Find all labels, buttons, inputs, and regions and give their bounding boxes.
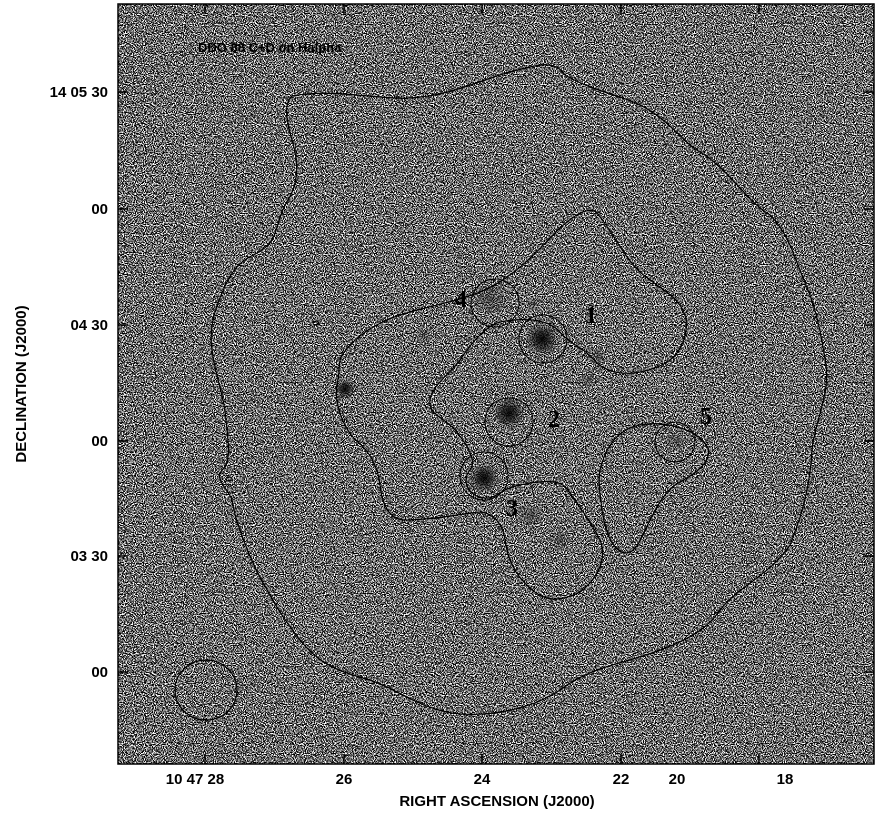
beam-ellipse <box>174 659 238 721</box>
y-tick-label: 03 30 <box>70 548 108 565</box>
region-circle-5 <box>654 421 696 463</box>
region-circle-3 <box>459 451 509 501</box>
outer-contour <box>210 64 828 715</box>
x-tick-label: 20 <box>669 771 686 788</box>
region-circle-2 <box>484 397 534 447</box>
figure-title: DDO 88 C+D on Halpha <box>198 40 342 55</box>
y-axis-label: DECLINATION (J2000) <box>13 305 30 462</box>
x-tick-label: 22 <box>613 771 630 788</box>
region-label-4: 4 <box>455 287 467 313</box>
stray-contour <box>312 320 320 326</box>
x-tick-label: 10 47 28 <box>166 771 224 788</box>
region-label-1: 1 <box>585 303 597 329</box>
plot-frame <box>117 3 875 765</box>
x-axis-label: RIGHT ASCENSION (J2000) <box>399 793 594 810</box>
x-tick-label: 26 <box>336 771 353 788</box>
x-tick-label: 18 <box>777 771 794 788</box>
middle-contour <box>335 209 687 600</box>
y-tick-label: 00 <box>91 201 108 218</box>
region5-contour <box>598 423 710 554</box>
x-axis-ticks <box>204 4 760 764</box>
y-tick-label: 14 05 30 <box>50 84 108 101</box>
region-circle-1 <box>518 314 568 364</box>
stray-contour <box>225 476 233 482</box>
image-noise <box>118 4 874 764</box>
y-tick-label: 00 <box>91 664 108 681</box>
region-label-5: 5 <box>700 404 712 430</box>
x-tick-label: 24 <box>474 771 491 788</box>
region-label-2: 2 <box>548 407 560 433</box>
y-tick-label: 04 30 <box>70 317 108 334</box>
region-circle-4 <box>470 278 520 328</box>
y-axis-ticks <box>118 91 874 673</box>
y-tick-label: 00 <box>91 433 108 450</box>
region-label-3: 3 <box>506 496 518 522</box>
emission-knots <box>334 279 688 552</box>
